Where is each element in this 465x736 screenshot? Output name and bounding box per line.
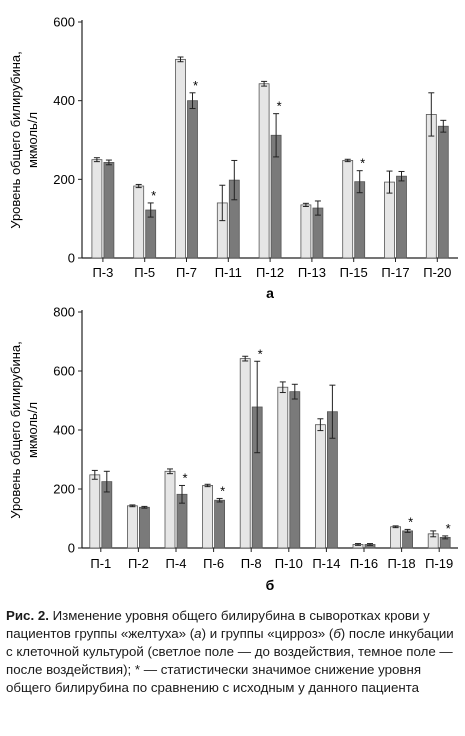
panel-a-y-tick-label: 600 bbox=[53, 15, 75, 30]
panel-b-bar-before bbox=[239, 358, 251, 549]
panel-b-bar-before bbox=[277, 386, 289, 549]
panel-a-category-label: П-12 bbox=[256, 265, 284, 280]
panel-b-category-label: П-16 bbox=[350, 556, 378, 571]
panel-b-significance-marker: * bbox=[258, 346, 263, 361]
panel-a-y-tick-label: 0 bbox=[68, 251, 75, 266]
panel-a-significance-marker: * bbox=[151, 188, 156, 203]
caption-figure-number: Рис. 2. bbox=[6, 608, 49, 623]
panel-a-bar-before bbox=[133, 185, 145, 259]
panel-b-y-tick-label: 400 bbox=[53, 423, 75, 438]
caption-text-part-3: ) после инкубации с клеточной культурой … bbox=[6, 626, 454, 695]
panel-b-label: б bbox=[266, 577, 275, 593]
panel-a-bar-before bbox=[258, 83, 270, 259]
panel-a-significance-marker: * bbox=[277, 99, 282, 114]
panel-b-bar-before bbox=[390, 526, 402, 549]
panel-b-y-tick-label: 800 bbox=[53, 305, 75, 320]
panel-b-y-axis-label-line: Уровень общего билирубина, bbox=[8, 341, 23, 518]
panel-b-category-label: П-4 bbox=[166, 556, 187, 571]
panel-b-y-tick-label: 600 bbox=[53, 364, 75, 379]
panel-b-category-label: П-2 bbox=[128, 556, 149, 571]
panel-a-y-axis-label-line: Уровень общего билирубина, bbox=[8, 51, 23, 228]
panel-b-bar-before bbox=[202, 485, 214, 549]
panel-a-y-tick-label: 200 bbox=[53, 172, 75, 187]
panel-a-bar-after bbox=[103, 162, 115, 259]
panel-a-significance-marker: * bbox=[360, 156, 365, 171]
panel-b-category-label: П-19 bbox=[425, 556, 453, 571]
panel-a-bar-after bbox=[396, 175, 407, 259]
panel-b-y-tick-label: 0 bbox=[68, 541, 75, 556]
panel-a-y-axis-label-line: мкмоль/л bbox=[25, 112, 40, 168]
panel-a-bar-before bbox=[342, 160, 354, 259]
panel-b-bar-before bbox=[89, 474, 101, 549]
caption-text-part-1: Изменение уровня общего билирубина в сыв… bbox=[6, 608, 430, 641]
panel-a-category-label: П-7 bbox=[176, 265, 197, 280]
panel-a-bar-before bbox=[175, 58, 186, 259]
panel-a-significance-marker: * bbox=[193, 78, 198, 93]
panel-b-category-label: П-6 bbox=[203, 556, 224, 571]
panel-b-bar-before bbox=[314, 424, 326, 549]
panel-b-bar-after bbox=[289, 391, 301, 549]
panel-b-category-label: П-8 bbox=[241, 556, 262, 571]
panel-b-bar-before bbox=[127, 505, 138, 549]
panel-a-category-label: П-15 bbox=[340, 265, 368, 280]
panel-a-bar-before bbox=[91, 159, 103, 259]
panel-a-category-label: П-20 bbox=[423, 265, 451, 280]
caption-text-part-2: ) и группы «цирроз» ( bbox=[201, 626, 334, 641]
panel-a-category-label: П-13 bbox=[298, 265, 326, 280]
panel-b-significance-marker: * bbox=[182, 470, 187, 485]
panel-a-category-label: П-3 bbox=[92, 265, 113, 280]
panel-a-label: а bbox=[266, 285, 274, 301]
panel-b-category-label: П-10 bbox=[275, 556, 303, 571]
panel-a-bar-after bbox=[187, 100, 198, 259]
panel-a-y-tick-label: 400 bbox=[53, 93, 75, 108]
panel-b-bar-after bbox=[402, 530, 414, 549]
caption-label-a: а bbox=[194, 626, 202, 641]
panel-b-bar-after bbox=[138, 506, 150, 549]
caption-label-b: б bbox=[333, 626, 341, 641]
panel-b-significance-marker: * bbox=[408, 514, 413, 529]
panel-b-category-label: П-18 bbox=[388, 556, 416, 571]
panel-b-category-label: П-14 bbox=[312, 556, 340, 571]
panel-b-significance-marker: * bbox=[446, 521, 451, 536]
panel-a-category-label: П-11 bbox=[215, 265, 242, 280]
panel-b-y-axis-label-line: мкмоль/л bbox=[25, 402, 40, 458]
panel-a-category-label: П-17 bbox=[381, 265, 409, 280]
panel-a-bar-after bbox=[437, 125, 449, 259]
panel-b-significance-marker: * bbox=[220, 483, 225, 498]
panel-b-y-tick-label: 200 bbox=[53, 482, 75, 497]
panel-b-bar-after bbox=[214, 499, 226, 549]
figure-caption: Рис. 2. Изменение уровня общего билируби… bbox=[6, 607, 458, 697]
panel-b-category-label: П-1 bbox=[90, 556, 111, 571]
panel-b-bar-before bbox=[164, 470, 176, 549]
panel-a-category-label: П-5 bbox=[134, 265, 155, 280]
panel-a-bar-before bbox=[300, 204, 312, 259]
